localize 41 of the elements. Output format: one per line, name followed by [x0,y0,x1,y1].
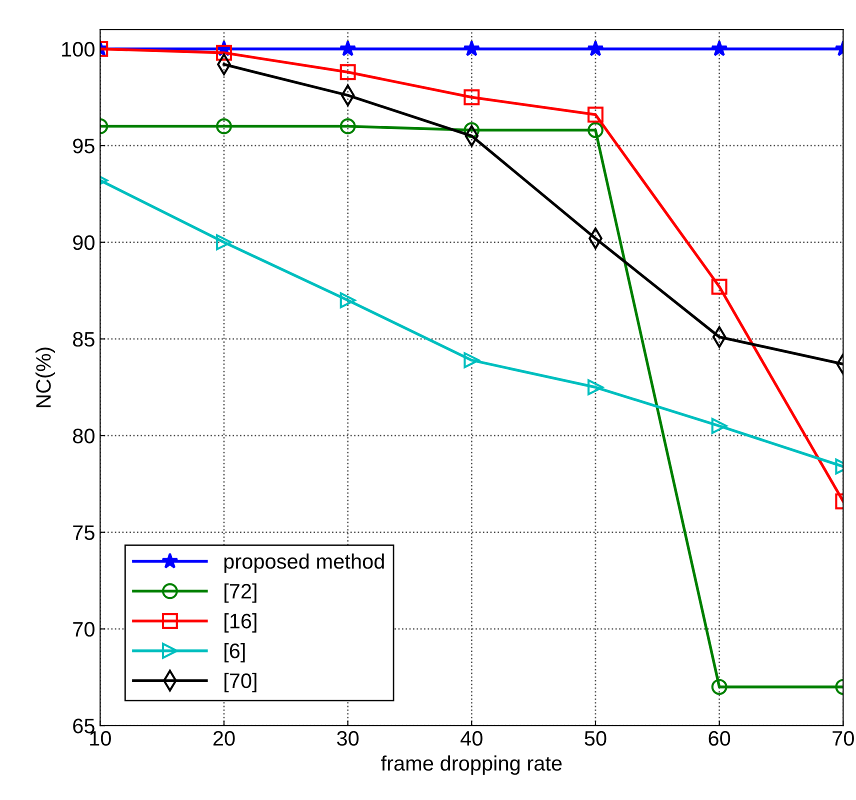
point [711,418,728,434]
x-tick-label: 70 [832,731,854,746]
point [464,352,480,368]
point [711,40,728,56]
point [340,118,356,134]
y-tick-label: 90 [73,235,94,250]
point [464,122,480,138]
point [216,234,232,250]
x-tick-label: 50 [584,731,606,746]
y-axis-title: NC(%) [36,348,55,408]
x-tick-label: 60 [708,731,730,746]
point [588,106,604,123]
y-tick-label: 75 [73,525,94,540]
point [588,122,604,138]
point [340,292,356,308]
y-tick-label: 100 [62,42,94,57]
point [464,89,480,106]
x-tick-label: 30 [337,731,359,746]
y-tick-label: 80 [73,428,94,444]
point [711,278,728,295]
legend-label: [72] [224,583,256,603]
x-axis-title: frame dropping rate [381,755,562,775]
point [216,118,232,134]
x-tick-label: 40 [460,731,482,746]
point [340,40,356,56]
y-tick-label: 65 [73,718,94,734]
legend-label: [70] [224,672,256,692]
point [711,678,728,695]
y-tick-label: 95 [73,138,94,154]
point [216,44,232,61]
y-tick-label: 85 [73,332,94,347]
point [587,40,604,56]
x-tick-label: 10 [90,731,111,746]
legend-label: proposed method [224,553,384,573]
legend-label: [16] [224,613,256,633]
point [588,379,604,396]
point [463,40,480,56]
legend-label: [6] [224,643,245,662]
x-tick-label: 20 [213,731,235,746]
y-tick-label: 70 [73,622,94,637]
point [340,64,356,80]
